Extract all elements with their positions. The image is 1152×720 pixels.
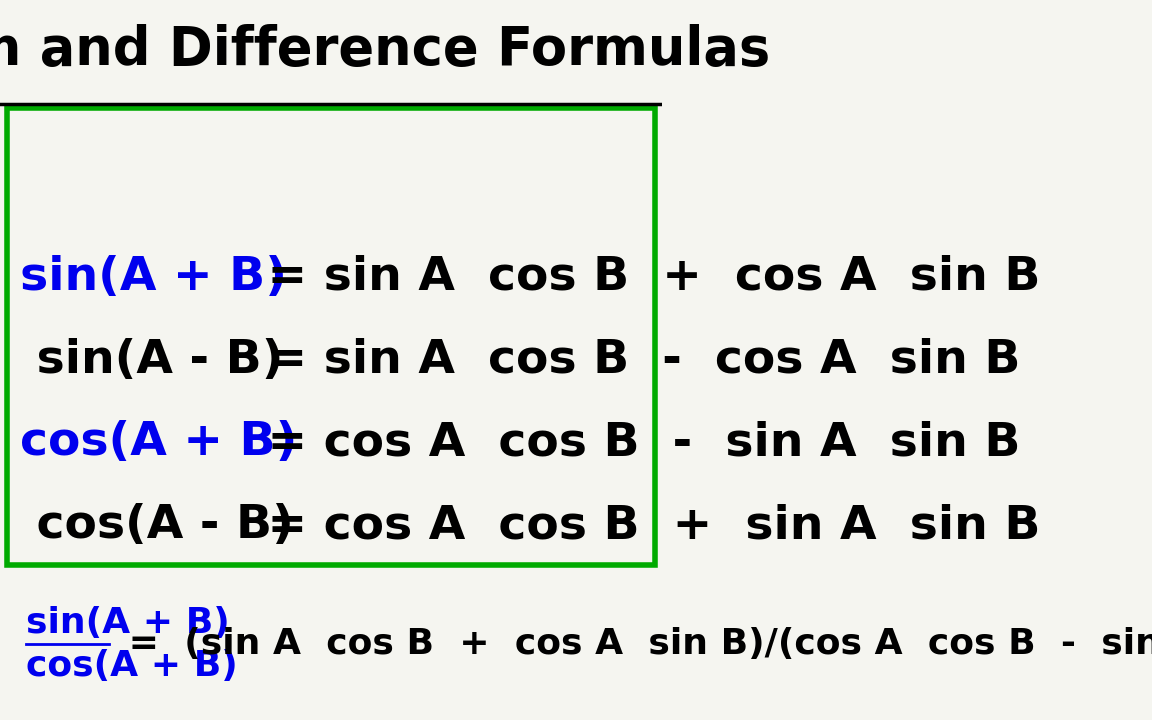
Text: sin(A + B): sin(A + B) [26,606,230,640]
Text: Sum and Difference Formulas: Sum and Difference Formulas [0,24,771,76]
Text: cos(A + B): cos(A + B) [20,420,297,465]
FancyBboxPatch shape [7,108,655,565]
Text: = cos A  cos B  -  sin A  sin B: = cos A cos B - sin A sin B [251,420,1021,465]
Text: = cos A  cos B  +  sin A  sin B: = cos A cos B + sin A sin B [251,503,1041,548]
Text: = sin A  cos B  -  cos A  sin B: = sin A cos B - cos A sin B [251,338,1021,382]
Text: sin(A + B): sin(A + B) [20,255,287,300]
Text: cos(A - B): cos(A - B) [20,503,294,548]
Text: cos(A + B): cos(A + B) [26,649,238,683]
Text: sin(A - B): sin(A - B) [20,338,283,382]
Text: =  (sin A  cos B  +  cos A  sin B)/(cos A  cos B  -  sin A  sin B): = (sin A cos B + cos A sin B)/(cos A cos… [115,627,1152,662]
Text: = sin A  cos B  +  cos A  sin B: = sin A cos B + cos A sin B [251,255,1041,300]
